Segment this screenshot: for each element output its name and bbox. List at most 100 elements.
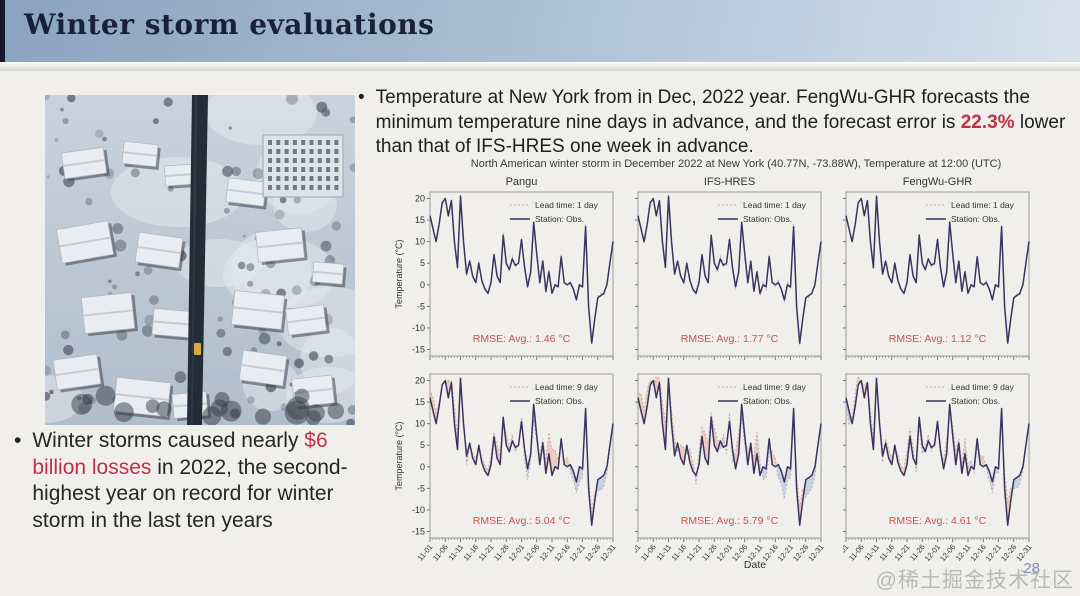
panel-title: IFS-HRES bbox=[704, 176, 755, 188]
legend-lead-label: Lead time: 9 day bbox=[951, 382, 1015, 392]
x-tick-label: 11-06 bbox=[639, 543, 658, 563]
legend-obs-label: Station: Obs. bbox=[951, 214, 1000, 224]
y-tick-label: 0 bbox=[420, 280, 425, 290]
rmse-label: RMSE: Avg.: 1.77 °C bbox=[681, 333, 779, 345]
rmse-label: RMSE: Avg.: 4.61 °C bbox=[889, 515, 987, 527]
header-divider bbox=[0, 62, 1080, 71]
chart-svg: 20 15 10 5 0 -5 -10 -15 Pangu Lead time: 1 day Sta… bbox=[394, 176, 614, 360]
panel-title: FengWu-GHR bbox=[903, 176, 973, 188]
observation-line bbox=[637, 195, 822, 344]
page-number: 28 bbox=[1023, 560, 1040, 577]
x-tick-label: 12-06 bbox=[938, 543, 957, 563]
x-tick-label: 12-16 bbox=[969, 543, 988, 563]
plot-border bbox=[637, 373, 822, 539]
slide-title: Winter storm evaluations bbox=[24, 8, 435, 41]
chart-panel-ifs-hres-lead-9day: 11-01 11-06 11-11 11-16 11-21 11-26 12-01 12-06… bbox=[624, 370, 826, 593]
y-tick-label: -5 bbox=[417, 483, 425, 493]
x-axis-label: Date bbox=[743, 559, 767, 571]
error-fill-below bbox=[804, 429, 821, 497]
highlight-percentage: 22.3% bbox=[960, 111, 1015, 133]
legend-obs-label: Station: Obs. bbox=[535, 396, 584, 406]
y-tick-label: 5 bbox=[420, 440, 425, 450]
legend-lead-label: Lead time: 1 day bbox=[535, 200, 599, 210]
legend-lead-label: Lead time: 1 day bbox=[951, 200, 1015, 210]
bullet-temperature-text: Temperature at New York from in Dec, 202… bbox=[376, 86, 1070, 160]
x-tick-label: 12-31 bbox=[598, 543, 616, 563]
chart-panel-fengwu-ghr-lead-9day: 11-01 11-06 11-11 11-16 11-21 11-26 12-01 12-06… bbox=[832, 370, 1034, 593]
observation-line bbox=[845, 377, 1030, 526]
bullet-marker: • bbox=[358, 87, 365, 108]
bullet-temperature: • Temperature at New York from in Dec, 2… bbox=[358, 86, 1070, 160]
y-tick-label: 10 bbox=[415, 419, 425, 429]
x-tick-label: 11-11 bbox=[655, 543, 674, 563]
y-axis-label: Temperature (°C) bbox=[394, 421, 404, 490]
x-tick-label: 11-26 bbox=[908, 543, 927, 563]
error-fill-below bbox=[569, 408, 588, 493]
rmse-label: RMSE: Avg.: 1.12 °C bbox=[889, 333, 987, 345]
y-tick-label: 15 bbox=[415, 215, 425, 225]
x-tick-label: 12-31 bbox=[806, 543, 824, 563]
plot-border bbox=[429, 373, 614, 539]
x-tick-label: 11-11 bbox=[447, 543, 466, 563]
slide-header: Winter storm evaluations bbox=[0, 0, 1080, 62]
observation-line bbox=[429, 195, 614, 344]
x-tick-label: 11-01 bbox=[416, 543, 435, 563]
x-tick-label: 12-16 bbox=[553, 543, 572, 563]
x-tick-label: 11-11 bbox=[863, 543, 882, 563]
chart-panel-fengwu-ghr-lead-1day: FengWu-GHR Lead time: 1 day Station: Obs. R… bbox=[843, 174, 1032, 366]
chart-panel-ifs-hres-lead-1day: IFS-HRES Lead time: 1 day Station: Obs. RMS… bbox=[635, 174, 824, 366]
chart-svg: FengWu-GHR Lead time: 1 day Station: Obs. R… bbox=[843, 176, 1030, 360]
x-tick-label: 12-01 bbox=[715, 543, 734, 563]
y-tick-label: -15 bbox=[412, 345, 425, 355]
forecast-line bbox=[845, 194, 1030, 345]
highlight-losses: $6 billion losses bbox=[32, 429, 328, 479]
y-tick-label: -5 bbox=[417, 301, 425, 311]
error-fill-above bbox=[654, 376, 668, 450]
x-tick-label: 11-06 bbox=[431, 543, 450, 563]
error-fill-above bbox=[688, 449, 694, 473]
chart-panel-pangu-lead-9day: 20 15 10 5 0 -5 -10 -15 11-01 11-06 11-11 11-16 11-2… bbox=[392, 370, 618, 593]
error-fill-above bbox=[896, 427, 915, 476]
legend-lead-label: Lead time: 9 day bbox=[535, 382, 599, 392]
bullet-losses-text: Winter storms caused nearly $6 billion l… bbox=[32, 428, 364, 535]
error-fill-below bbox=[762, 438, 770, 480]
legend-obs-label: Station: Obs. bbox=[535, 214, 584, 224]
rmse-label: RMSE: Avg.: 5.04 °C bbox=[473, 515, 571, 527]
x-tick-label: 12-06 bbox=[522, 543, 541, 563]
observation-line bbox=[637, 377, 822, 526]
observation-line bbox=[429, 377, 614, 526]
y-tick-label: 0 bbox=[420, 462, 425, 472]
legend-lead-label: Lead time: 9 day bbox=[743, 382, 807, 392]
figure-suptitle: North American winter storm in December … bbox=[470, 158, 1002, 170]
x-tick-label: 11-16 bbox=[669, 543, 688, 563]
rmse-label: RMSE: Avg.: 5.79 °C bbox=[681, 515, 779, 527]
forecast-line bbox=[429, 379, 614, 513]
x-tick-label: 12-21 bbox=[568, 543, 587, 563]
bullet-losses: • Winter storms caused nearly $6 billion… bbox=[14, 428, 364, 535]
chart-svg: IFS-HRES Lead time: 1 day Station: Obs. RMS… bbox=[635, 176, 822, 360]
x-tick-label: 11-21 bbox=[893, 543, 912, 563]
x-tick-label: 12-26 bbox=[999, 543, 1018, 563]
error-fill-below bbox=[776, 408, 796, 500]
error-fill-above bbox=[697, 412, 719, 470]
chart-panel-pangu-lead-1day: 20 15 10 5 0 -5 -10 -15 Pangu Lead time: 1 day Sta… bbox=[392, 174, 616, 366]
error-fill-above bbox=[638, 380, 651, 424]
y-tick-label: 20 bbox=[415, 375, 425, 385]
bullet-marker: • bbox=[14, 429, 22, 452]
bullet-text-post: in 2022, the second-highest year on reco… bbox=[32, 455, 348, 532]
x-tick-label: 12-26 bbox=[791, 543, 810, 563]
forecast-figure: North American winter storm in December … bbox=[392, 158, 1080, 571]
y-tick-label: -10 bbox=[412, 323, 425, 333]
panel-grid: 20 15 10 5 0 -5 -10 -15 Pangu Lead time: 1 day Sta… bbox=[392, 174, 1080, 593]
x-tick-label: 12-21 bbox=[776, 543, 795, 563]
forecast-line bbox=[637, 198, 822, 346]
x-tick-label: 12-01 bbox=[923, 543, 942, 563]
bullet-text-pre: Winter storms caused nearly bbox=[32, 429, 305, 452]
y-tick-label: -15 bbox=[412, 527, 425, 537]
legend-obs-label: Station: Obs. bbox=[743, 396, 792, 406]
x-tick-label: 11-16 bbox=[877, 543, 896, 563]
x-tick-label: 11-26 bbox=[492, 543, 511, 563]
header-accent-strip bbox=[0, 0, 5, 62]
plot-border bbox=[845, 191, 1030, 357]
plot-border bbox=[429, 191, 614, 357]
